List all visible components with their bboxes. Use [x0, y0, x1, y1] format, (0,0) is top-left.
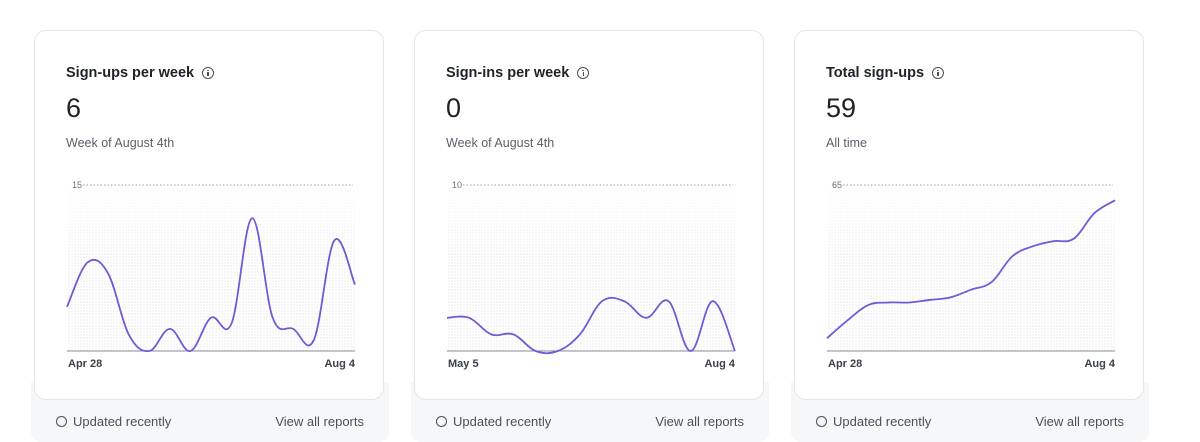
x-start-tick-label: May 5: [448, 358, 479, 370]
card-title: Sign-ups per week: [66, 65, 195, 81]
stat-value: 59: [826, 93, 857, 123]
y-max-tick-label: 65: [832, 180, 842, 190]
card-footer-row: Updated recently View all reports: [56, 414, 364, 429]
card-body: Sign-ups per week 6 Week of August 4th 1…: [34, 30, 384, 400]
footer-updated-text: Updated recently: [73, 414, 172, 429]
card-body: Sign-ins per week 0 Week of August 4th 1…: [414, 30, 764, 400]
chart-grid-fade: [827, 187, 1115, 247]
stat-card: Updated recently View all reports Sign-i…: [411, 30, 769, 442]
clock-icon: [816, 416, 827, 427]
card-title: Total sign-ups: [826, 65, 925, 81]
info-icon[interactable]: [202, 67, 215, 79]
x-end-tick-label: Aug 4: [704, 358, 735, 370]
card-footer-row: Updated recently View all reports: [436, 414, 744, 429]
chart-grid-fade: [447, 187, 735, 247]
card-title: Sign-ins per week: [446, 65, 570, 81]
card-footer-row: Updated recently View all reports: [816, 414, 1124, 429]
info-icon[interactable]: [932, 67, 945, 79]
x-start-tick-label: Apr 28: [68, 358, 102, 370]
stat-subtitle: Week of August 4th: [446, 136, 555, 150]
series-line: [446, 296, 736, 355]
stat-value: 0: [446, 93, 462, 123]
line-chart: 65 Apr 28 Aug 4: [826, 180, 1116, 370]
footer-updated-text: Updated recently: [453, 414, 552, 429]
series-line: [826, 199, 1116, 339]
info-icon[interactable]: [577, 67, 590, 79]
line-chart: 15 Apr 28 Aug 4: [66, 180, 356, 370]
stat-card: Updated recently View all reports Total …: [791, 30, 1149, 442]
chart-grid-fade: [67, 187, 355, 247]
line-chart: 10 May 5 Aug 4: [446, 180, 736, 370]
series-line: [66, 217, 356, 353]
view-reports-link[interactable]: View all reports: [275, 414, 364, 429]
stat-card: Updated recently View all reports Sign-u…: [31, 30, 389, 442]
stat-value: 6: [66, 93, 82, 123]
footer-updated-text: Updated recently: [833, 414, 932, 429]
x-start-tick-label: Apr 28: [828, 358, 862, 370]
clock-icon: [56, 416, 67, 427]
clock-icon: [436, 416, 447, 427]
y-max-tick-label: 15: [72, 180, 82, 190]
card-body: Total sign-ups 59 All time 65 Apr 28 Aug 4: [794, 30, 1144, 400]
x-end-tick-label: Aug 4: [1084, 358, 1115, 370]
view-reports-link[interactable]: View all reports: [1035, 414, 1124, 429]
x-end-tick-label: Aug 4: [324, 358, 355, 370]
view-reports-link[interactable]: View all reports: [655, 414, 744, 429]
stat-subtitle: All time: [826, 136, 867, 150]
stat-subtitle: Week of August 4th: [66, 136, 175, 150]
y-max-tick-label: 10: [452, 180, 462, 190]
